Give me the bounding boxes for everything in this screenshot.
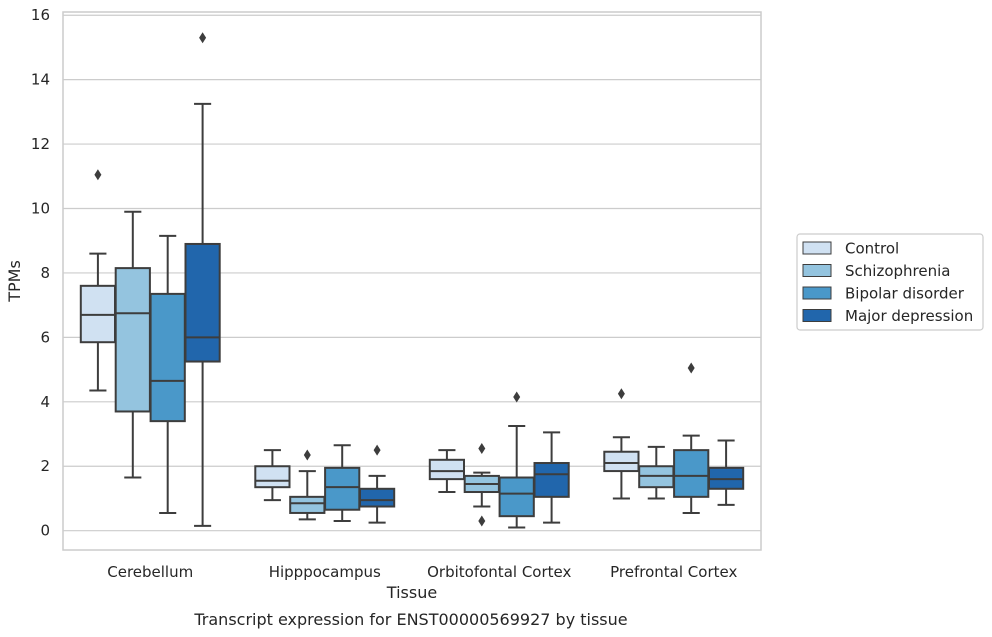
legend-swatch	[802, 241, 832, 255]
iqr-box	[533, 462, 570, 498]
x-tick-label: Prefrontal Cortex	[610, 563, 737, 581]
iqr-box	[603, 450, 640, 473]
chart-caption: Transcript expression for ENST0000056992…	[193, 610, 627, 629]
iqr-box	[289, 495, 326, 514]
legend-frame	[796, 233, 984, 331]
outlier-point	[373, 444, 381, 456]
outlier-point	[478, 443, 486, 455]
y-tick-label: 16	[31, 6, 50, 24]
y-tick-labels: 0 2 4 6 8 10 12 14 16	[31, 6, 50, 539]
iqr-box	[254, 465, 291, 489]
iqr-box	[358, 487, 396, 508]
iqr-box	[184, 242, 221, 363]
box	[114, 210, 151, 479]
y-tick-label: 12	[31, 135, 50, 153]
y-tick-label: 14	[31, 71, 50, 89]
iqr-box	[673, 449, 710, 498]
legend-label: Control	[845, 240, 899, 258]
legend-label: Bipolar disorder	[845, 285, 965, 303]
legend-swatch	[802, 309, 832, 322]
box	[498, 391, 535, 529]
y-axis-label: TPMs	[5, 260, 24, 303]
outlier-point	[94, 169, 102, 181]
x-tick-label: Orbitofontal Cortex	[427, 563, 571, 581]
legend-label: Major depression	[845, 307, 973, 325]
legend: Control Schizophrenia Bipolar disorder Majo…	[796, 233, 984, 331]
x-axis-label: Tissue	[386, 583, 437, 602]
box	[79, 169, 117, 392]
legend-label: Schizophrenia	[845, 262, 950, 280]
iqr-box	[149, 292, 186, 423]
y-tick-label: 10	[31, 200, 50, 218]
legend-swatch	[802, 264, 832, 277]
y-tick-label: 0	[40, 522, 50, 540]
box	[289, 449, 326, 521]
box	[603, 388, 640, 500]
y-tick-label: 4	[40, 393, 50, 411]
y-tick-label: 8	[40, 264, 50, 282]
box	[673, 362, 710, 514]
outlier-point	[513, 391, 521, 403]
y-tick-label: 2	[40, 457, 50, 475]
box	[428, 449, 466, 494]
legend-swatch	[802, 286, 832, 300]
outlier-point	[303, 449, 311, 461]
outlier-point	[687, 362, 695, 374]
outlier-point	[617, 388, 625, 400]
box	[184, 32, 221, 527]
box	[707, 439, 745, 506]
box	[638, 445, 675, 500]
box	[254, 449, 291, 502]
box	[149, 234, 186, 514]
box	[533, 431, 570, 524]
box	[463, 443, 500, 527]
x-tick-labels: Cerebellum Hipppocampus Orbitofontal Corte…	[107, 563, 737, 581]
plot-frame	[62, 11, 762, 551]
x-tick-label: Cerebellum	[107, 563, 193, 581]
iqr-box	[498, 476, 535, 518]
box-groups	[79, 32, 745, 529]
iqr-box	[324, 466, 361, 511]
box	[358, 444, 396, 524]
outlier-point	[199, 32, 207, 44]
iqr-box	[428, 458, 466, 481]
iqr-box	[114, 267, 151, 413]
box	[324, 444, 361, 523]
outlier-point	[478, 515, 486, 527]
y-tick-label: 6	[40, 328, 50, 346]
x-tick-label: Hipppocampus	[269, 563, 381, 581]
